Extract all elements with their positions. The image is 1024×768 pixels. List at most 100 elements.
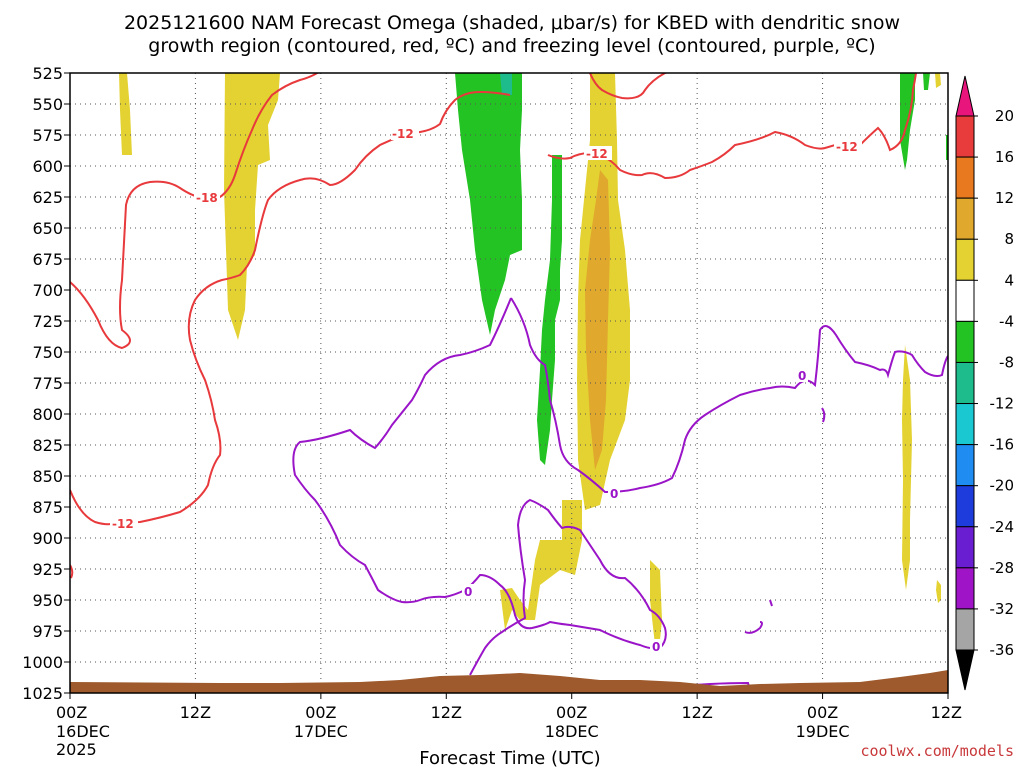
x-tick-year: 2025 xyxy=(56,740,97,759)
omega-area-teal xyxy=(500,73,512,95)
colorbar-bin xyxy=(955,320,975,363)
colorbar-bin xyxy=(955,444,975,487)
contour-label-red: -12 xyxy=(392,127,414,141)
terrain-surface xyxy=(70,670,948,693)
contour-label-purple: 0 xyxy=(798,369,806,383)
colorbar-label: -4 xyxy=(999,312,1014,330)
contour-purple-small xyxy=(744,621,763,634)
colorbar-label: -24 xyxy=(990,518,1015,536)
contour-purple-dot2 xyxy=(769,599,773,607)
omega-area-yellow xyxy=(902,345,912,590)
colorbar-label: -16 xyxy=(990,436,1015,454)
colorbar-bin xyxy=(955,485,975,528)
omega-area-green xyxy=(455,73,522,335)
contour-purple-loop xyxy=(292,297,667,676)
colorbar-bin xyxy=(955,115,975,158)
contour-red-upper xyxy=(70,73,320,350)
omega-area-green xyxy=(923,73,930,90)
y-tick-label: 725 xyxy=(32,312,63,331)
colorbar-bin xyxy=(955,526,975,569)
x-tick-date: 19DEC xyxy=(796,722,850,741)
omega-area-green xyxy=(537,155,562,465)
y-tick-label: 875 xyxy=(32,498,63,517)
y-tick-label: 825 xyxy=(32,436,63,455)
y-tick-label: 1025 xyxy=(22,684,63,703)
colorbar-label: -28 xyxy=(990,559,1015,577)
colorbar-label: -8 xyxy=(999,353,1014,371)
chart-title-line1: 2025121600 NAM Forecast Omega (shaded, μ… xyxy=(124,12,900,34)
y-axis: 525 550 575 600 625 650 675 700 725 750 775 800 825 8… xyxy=(22,64,70,703)
colorbar-bin xyxy=(955,197,975,240)
y-tick-label: 775 xyxy=(32,374,63,393)
y-tick-label: 550 xyxy=(32,95,63,114)
colorbar-bin xyxy=(955,156,975,199)
colorbar-bin xyxy=(955,567,975,610)
credit-text: coolwx.com/models xyxy=(860,742,1014,760)
colorbar-label: -32 xyxy=(990,600,1015,618)
omega-area-yellow xyxy=(500,500,582,630)
omega-area-yellow xyxy=(224,73,280,340)
x-axis-label: Forecast Time (UTC) xyxy=(419,748,600,768)
contour-label-red: -12 xyxy=(586,147,608,161)
omega-area-yellow xyxy=(650,560,662,645)
omega-shading-strong xyxy=(585,170,610,470)
y-tick-label: 1000 xyxy=(22,653,63,672)
contour-label-purple: 0 xyxy=(610,487,618,501)
y-tick-label: 800 xyxy=(32,405,63,424)
x-tick-time: 00Z xyxy=(56,703,87,722)
colorbar: 20 16 12 8 4 -4 -8 -12 -16 -20 -24 -28 -32 -36 xyxy=(955,75,1015,691)
x-tick-time: 00Z xyxy=(556,703,587,722)
colorbar-label: -36 xyxy=(990,641,1015,659)
contour-label-purple: 0 xyxy=(464,585,472,599)
omega-area-gold xyxy=(585,170,610,470)
red-contours xyxy=(70,73,917,579)
omega-area-yellow xyxy=(936,580,941,603)
omega-shading-negative-strong xyxy=(500,73,512,95)
colorbar-label: 8 xyxy=(1004,230,1014,248)
colorbar-bin xyxy=(955,279,975,322)
y-tick-label: 700 xyxy=(32,281,63,300)
contour-red-right xyxy=(547,73,917,180)
colorbar-min-arrow xyxy=(955,649,975,691)
y-tick-label: 750 xyxy=(32,343,63,362)
plot-area: -18 -12 -12 -12 -12 0 0 0 0 xyxy=(70,73,948,693)
x-tick-time: 12Z xyxy=(431,703,462,722)
y-tick-label: 675 xyxy=(32,250,63,269)
y-tick-label: 975 xyxy=(32,622,63,641)
x-tick-time: 12Z xyxy=(681,703,712,722)
y-tick-label: 950 xyxy=(32,591,63,610)
contour-label-red: -12 xyxy=(836,140,858,154)
x-tick-time: 00Z xyxy=(305,703,336,722)
chart-title-line2: growth region (contoured, red, ºC) and f… xyxy=(148,35,875,57)
colorbar-label: 12 xyxy=(995,189,1014,207)
contour-label-red: -12 xyxy=(112,517,134,531)
purple-contours xyxy=(292,297,948,691)
contour-red-top xyxy=(589,73,669,100)
contour-purple-dot xyxy=(821,407,826,423)
contour-labels: -18 -12 -12 -12 -12 0 0 0 0 xyxy=(110,126,862,654)
y-tick-label: 575 xyxy=(32,126,63,145)
contour-purple-bottom xyxy=(677,681,751,691)
x-tick-time: 12Z xyxy=(180,703,211,722)
x-tick-time: 12Z xyxy=(931,703,962,722)
contour-purple-main xyxy=(510,297,948,494)
colorbar-max-arrow xyxy=(955,75,975,117)
colorbar-label: -12 xyxy=(990,395,1015,413)
y-tick-label: 600 xyxy=(32,157,63,176)
y-tick-label: 900 xyxy=(32,529,63,548)
grid-lines xyxy=(70,73,948,693)
contour-label-red: -18 xyxy=(196,191,218,205)
y-tick-label: 650 xyxy=(32,219,63,238)
omega-area-yellow xyxy=(935,73,941,88)
omega-area-yellow xyxy=(119,73,132,155)
y-tick-label: 925 xyxy=(32,560,63,579)
x-tick-date: 18DEC xyxy=(545,722,599,741)
colorbar-label: 16 xyxy=(995,148,1014,166)
x-tick-time: 00Z xyxy=(807,703,838,722)
colorbar-bin xyxy=(955,403,975,446)
y-tick-label: 850 xyxy=(32,467,63,486)
x-tick-date: 16DEC xyxy=(56,722,110,741)
colorbar-label: -20 xyxy=(990,477,1015,495)
